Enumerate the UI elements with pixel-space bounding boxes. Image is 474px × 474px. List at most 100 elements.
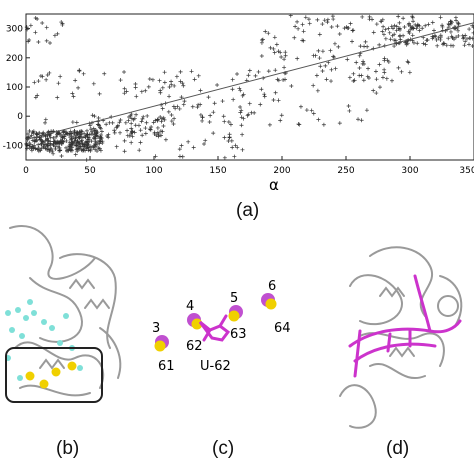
scatter-point-377	[156, 132, 161, 137]
scatter-point-470	[240, 93, 245, 98]
scatter-point-512	[171, 121, 176, 126]
scatter-point-171	[95, 140, 100, 145]
scatter-point-426	[198, 102, 203, 107]
scatter-point-306	[72, 141, 77, 146]
scatter-point-424	[238, 104, 243, 109]
scatter-point-205	[51, 135, 56, 140]
scatter-point-387	[127, 133, 132, 138]
scatter-point-451	[162, 70, 167, 75]
scatter-point-779	[462, 43, 467, 48]
scatter-point-441	[178, 79, 183, 84]
scatter-point-421	[246, 112, 251, 117]
scatter-point-504	[203, 138, 208, 143]
scatter-point-506	[91, 145, 96, 150]
scatter-point-690	[381, 32, 386, 37]
scatter-point-434	[178, 69, 183, 74]
scatter-point-503	[211, 131, 216, 136]
scatter-point-828	[297, 122, 302, 127]
scatter-point-554	[114, 144, 119, 149]
scatter-point-124	[41, 130, 46, 135]
scatter-point-552	[130, 129, 135, 134]
scatter-point-802	[456, 28, 461, 33]
scatter-point-429	[211, 110, 216, 115]
scatter-point-577	[40, 21, 45, 26]
scatter-point-453	[206, 95, 211, 100]
scatter-point-499	[158, 90, 163, 95]
scatter-point-581	[48, 40, 53, 45]
scatter-point-785	[466, 42, 471, 47]
scatter-point-582	[33, 30, 38, 35]
scatter-point-541	[130, 134, 135, 139]
scatter-point-600	[347, 75, 352, 80]
scatter-point-463	[246, 73, 251, 78]
scatter-point-305	[77, 129, 82, 134]
scatter-point-718	[392, 32, 397, 37]
scatter-point-184	[32, 143, 37, 148]
scatter-point-806	[456, 21, 461, 26]
scatter-point-510	[233, 143, 238, 148]
scatter-point-446	[33, 95, 38, 100]
scatter-point-570	[55, 31, 60, 36]
scatter-point-492	[180, 81, 185, 86]
scatter-point-853	[306, 17, 311, 22]
scatter-point-684	[329, 79, 334, 84]
scatter-point-412	[252, 110, 257, 115]
scatter-point-168	[33, 146, 38, 151]
scatter-point-423	[231, 97, 236, 102]
scatter-point-372	[92, 114, 97, 119]
residue-label-64: 64	[274, 321, 291, 336]
scatter-point-383	[152, 130, 157, 135]
scatter-point-495	[162, 80, 167, 85]
scatter-point-444	[47, 70, 52, 75]
scatter-point-156	[89, 139, 94, 144]
scatter-point-252	[29, 146, 34, 151]
scatter-point-425	[175, 104, 180, 109]
scatter-point-201	[28, 144, 33, 149]
scatter-point-368	[129, 121, 134, 126]
scatter-point-150	[98, 135, 103, 140]
scatter-point-782	[463, 33, 468, 38]
scatter-point-474	[55, 95, 60, 100]
scatter-point-709	[388, 37, 393, 42]
scatter-point-364	[112, 128, 117, 133]
scatter-point-128	[78, 145, 83, 150]
scatter-point-878	[374, 22, 379, 27]
scatter-point-809	[296, 122, 301, 127]
scatter-point-796	[441, 41, 446, 46]
scatter-point-246	[52, 139, 57, 144]
scatter-point-641	[384, 76, 389, 81]
scatter-point-279	[36, 146, 41, 151]
scatter-point-605	[332, 41, 337, 46]
scatter-point-238	[58, 148, 63, 153]
scatter-point-713	[383, 36, 388, 41]
scatter-point-439	[122, 86, 127, 91]
scatter-point-635	[256, 69, 261, 74]
scatter-point-586	[44, 25, 49, 30]
scatter-point-415	[190, 104, 195, 109]
scatter-point-643	[292, 35, 297, 40]
scatter-point-852	[454, 18, 459, 23]
scatter-point-416	[171, 104, 176, 109]
scatter-point-493	[146, 84, 151, 89]
scatter-point-576	[27, 38, 32, 43]
scatter-point-315	[81, 147, 86, 152]
scatter-point-59	[84, 128, 89, 133]
scatter-point-413	[181, 102, 186, 107]
x-axis-ticks: 0 50 100 150 200 250 300 350	[23, 156, 474, 176]
scatter-point-693	[361, 78, 366, 83]
scatter-point-589	[331, 54, 336, 59]
scatter-point-485	[76, 85, 81, 90]
scatter-point-419	[198, 112, 203, 117]
scatter-point-367	[134, 112, 139, 117]
nucleotide-label: U-62	[200, 359, 231, 374]
scatter-point-646	[371, 30, 376, 35]
scatter-point-691	[363, 39, 368, 44]
scatter-point-455	[167, 94, 172, 99]
scatter-point-533	[180, 154, 185, 159]
scatter-point-266	[85, 132, 90, 137]
scatter-point-627	[354, 60, 359, 65]
scatter-point-791	[440, 23, 445, 28]
scatter-point-490	[139, 89, 144, 94]
scatter-point-874	[411, 26, 416, 31]
scatter-point-829	[271, 97, 276, 102]
